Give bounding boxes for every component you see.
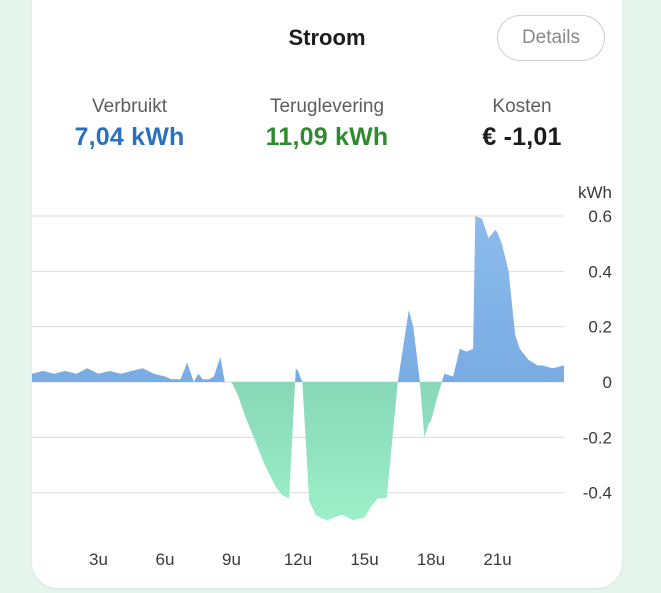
stat-costs: Kosten € -1,01 (462, 96, 582, 152)
stat-costs-value: € -1,01 (482, 123, 562, 151)
stat-consumed: Verbruikt 7,04 kWh (57, 96, 202, 152)
x-tick-label: 3u (89, 550, 108, 569)
stat-feed-in-value: 11,09 kWh (265, 123, 389, 151)
x-tick-label: 9u (222, 550, 241, 569)
stat-consumed-label: Verbruikt (92, 96, 167, 117)
x-axis-ticks: 3u 6u 9u 12u 15u 18u 21u (89, 550, 512, 569)
y-tick-label: 0 (603, 373, 612, 392)
stat-consumed-value: 7,04 kWh (74, 123, 185, 151)
stat-feed-in: Teruglevering 11,09 kWh (247, 96, 407, 152)
x-tick-label: 6u (156, 550, 175, 569)
y-tick-label: 0.6 (588, 207, 612, 226)
y-tick-label: 0.4 (588, 262, 612, 281)
consumption-area (32, 216, 564, 382)
x-tick-label: 18u (417, 550, 445, 569)
y-axis-unit: kWh (578, 183, 612, 202)
y-axis-ticks: 0.6 0.4 0.2 0 -0.2 -0.4 (583, 207, 612, 503)
x-tick-label: 12u (284, 550, 312, 569)
energy-chart: kWh 0.6 0.4 0.2 0 -0.2 -0.4 3u 6u 9u 12u 15u 18u 21… (32, 183, 612, 569)
x-tick-label: 15u (350, 550, 378, 569)
y-tick-label: 0.2 (588, 318, 612, 337)
card-title: Stroom (288, 25, 366, 50)
feed-in-area (32, 382, 564, 521)
stroom-card: Stroom Details Verbruikt 7,04 kWh Terugl… (32, 0, 622, 588)
y-tick-label: -0.2 (583, 428, 612, 447)
stat-costs-label: Kosten (492, 96, 552, 117)
details-button[interactable]: Details (497, 15, 605, 61)
x-tick-label: 21u (483, 550, 511, 569)
y-tick-label: -0.4 (583, 484, 612, 503)
stat-feed-in-label: Teruglevering (269, 96, 385, 117)
